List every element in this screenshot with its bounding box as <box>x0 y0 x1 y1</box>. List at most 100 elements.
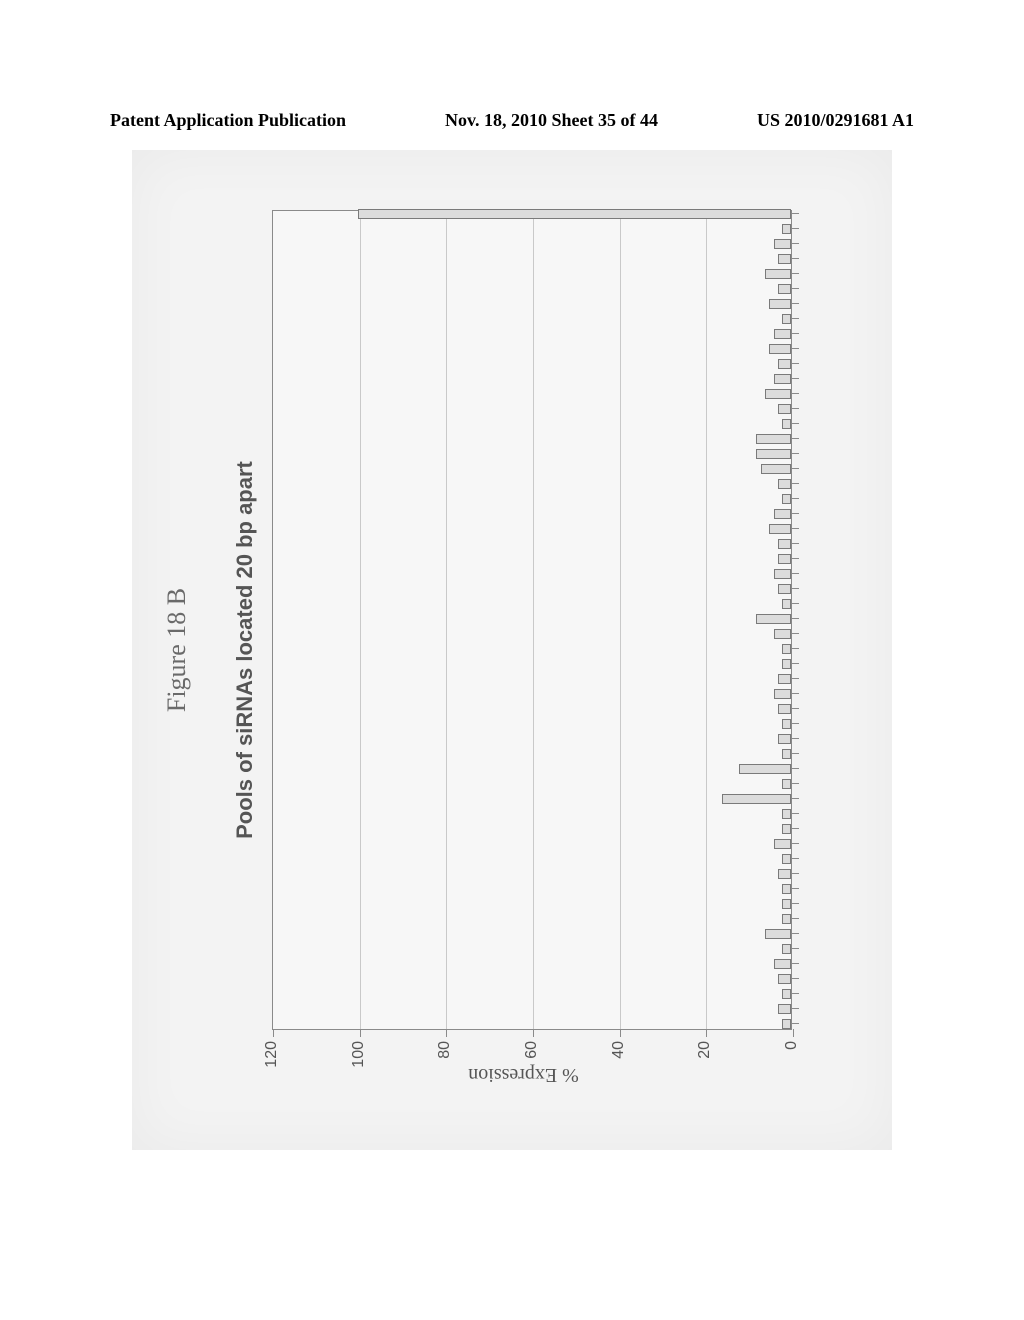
bar <box>765 389 791 399</box>
bar <box>782 719 791 729</box>
x-tick <box>791 498 799 499</box>
x-tick <box>791 528 799 529</box>
x-tick <box>791 393 799 394</box>
x-tick <box>791 618 799 619</box>
publication-label: Patent Application Publication <box>110 110 346 131</box>
bar <box>358 209 791 219</box>
bar <box>782 659 791 669</box>
bar <box>774 374 791 384</box>
x-tick <box>791 258 799 259</box>
y-axis-label: 20 <box>696 1041 714 1079</box>
bar <box>782 824 791 834</box>
x-tick <box>791 963 799 964</box>
y-tick <box>446 1029 447 1037</box>
y-axis-label: 100 <box>350 1041 368 1079</box>
chart-plot-area: 020406080100120 <box>272 210 792 1030</box>
x-tick <box>791 303 799 304</box>
bar <box>782 854 791 864</box>
x-tick <box>791 543 799 544</box>
bar <box>778 584 791 594</box>
y-tick <box>273 1029 274 1037</box>
bar <box>756 614 791 624</box>
bar <box>778 479 791 489</box>
chart-title: Pools of siRNAs located 20 bp apart <box>232 150 258 1150</box>
bar <box>782 989 791 999</box>
x-tick <box>791 993 799 994</box>
x-tick <box>791 348 799 349</box>
gridline <box>360 211 361 1029</box>
bar <box>722 794 791 804</box>
x-tick <box>791 378 799 379</box>
x-tick <box>791 603 799 604</box>
bar <box>782 599 791 609</box>
x-tick <box>791 978 799 979</box>
x-tick <box>791 663 799 664</box>
x-tick <box>791 318 799 319</box>
y-tick <box>793 1029 794 1037</box>
x-tick <box>791 333 799 334</box>
bar <box>769 524 791 534</box>
x-tick <box>791 678 799 679</box>
bar <box>756 449 791 459</box>
x-tick <box>791 648 799 649</box>
y-tick <box>360 1029 361 1037</box>
bar <box>778 869 791 879</box>
x-tick <box>791 423 799 424</box>
bar <box>756 434 791 444</box>
bar <box>782 1019 791 1029</box>
bar <box>778 539 791 549</box>
bar <box>778 554 791 564</box>
x-tick <box>791 288 799 289</box>
x-tick <box>791 243 799 244</box>
bar <box>782 779 791 789</box>
bar <box>765 269 791 279</box>
bar <box>778 674 791 684</box>
x-tick <box>791 633 799 634</box>
x-tick <box>791 693 799 694</box>
x-tick <box>791 723 799 724</box>
x-tick <box>791 468 799 469</box>
x-tick <box>791 903 799 904</box>
bar <box>774 569 791 579</box>
figure-label: Figure 18 B <box>162 150 192 1150</box>
bar <box>778 359 791 369</box>
bar <box>774 839 791 849</box>
bar <box>778 254 791 264</box>
x-tick <box>791 708 799 709</box>
publication-number: US 2010/0291681 A1 <box>757 110 914 131</box>
bar <box>774 239 791 249</box>
x-tick <box>791 948 799 949</box>
bar <box>782 419 791 429</box>
x-tick <box>791 273 799 274</box>
x-tick <box>791 933 799 934</box>
bar <box>782 884 791 894</box>
y-axis-label: 80 <box>436 1041 454 1079</box>
bar <box>782 224 791 234</box>
x-tick <box>791 813 799 814</box>
x-tick <box>791 213 799 214</box>
y-tick <box>620 1029 621 1037</box>
bar <box>769 299 791 309</box>
x-tick <box>791 1008 799 1009</box>
y-tick <box>533 1029 534 1037</box>
bar <box>782 809 791 819</box>
x-tick <box>791 1023 799 1024</box>
bar <box>774 689 791 699</box>
bar <box>778 1004 791 1014</box>
gridline <box>446 211 447 1029</box>
gridline <box>706 211 707 1029</box>
y-axis-label: 0 <box>783 1041 801 1079</box>
bar <box>774 509 791 519</box>
x-tick <box>791 873 799 874</box>
bar <box>761 464 791 474</box>
x-tick <box>791 438 799 439</box>
x-tick <box>791 738 799 739</box>
x-tick <box>791 843 799 844</box>
bar <box>782 944 791 954</box>
figure-panel: Figure 18 B Pools of siRNAs located 20 b… <box>132 150 892 1150</box>
page-header: Patent Application Publication Nov. 18, … <box>0 110 1024 131</box>
y-axis-label: 60 <box>523 1041 541 1079</box>
x-tick <box>791 858 799 859</box>
x-tick <box>791 558 799 559</box>
y-axis-label: 120 <box>263 1041 281 1079</box>
